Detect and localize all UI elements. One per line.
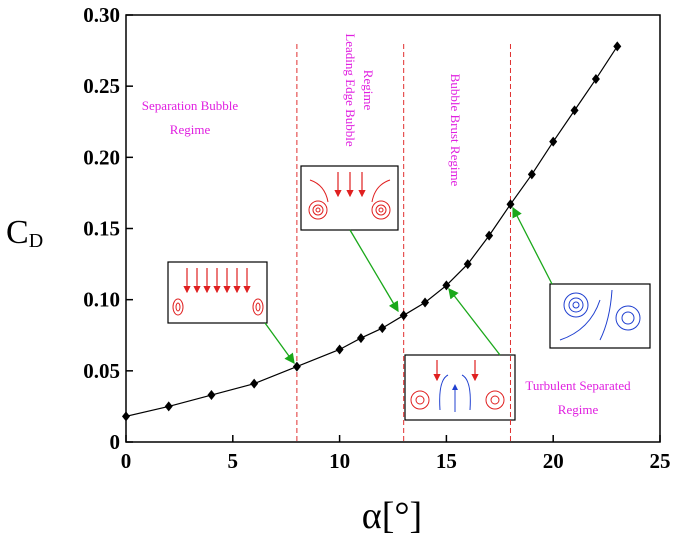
- x-tick-label: 10: [329, 449, 350, 473]
- data-point: [527, 169, 536, 180]
- inset-bubble-burst: [404, 354, 516, 421]
- data-point: [549, 136, 558, 147]
- y-tick-label: 0.15: [83, 217, 120, 241]
- inset-separation: [167, 261, 268, 324]
- x-tick-label: 15: [436, 449, 457, 473]
- annotation-line: Regime: [170, 122, 211, 137]
- data-point: [613, 41, 622, 52]
- annotation-line: Turbulent Separated: [525, 378, 631, 393]
- data-point: [399, 310, 408, 321]
- data-point: [292, 361, 301, 372]
- y-tick-label: 0.10: [83, 288, 120, 312]
- x-tick-label: 25: [650, 449, 671, 473]
- annotation-line: Regime: [558, 402, 599, 417]
- data-point: [463, 259, 472, 270]
- x-tick-label: 20: [543, 449, 564, 473]
- data-point: [164, 401, 173, 412]
- inset-turbulent: [549, 283, 651, 349]
- inset-leading-edge: [300, 165, 399, 231]
- y-tick-label: 0.05: [83, 359, 120, 383]
- annotation-line: Bubble Brust Regime: [448, 74, 463, 187]
- data-point: [570, 105, 579, 116]
- y-axis-label: CD: [6, 214, 43, 252]
- annotation: Separation Bubble Regime: [142, 98, 239, 137]
- data-point: [207, 390, 216, 401]
- annotation: Turbulent Separated Regime: [525, 378, 631, 417]
- x-axis-label: α[°]: [362, 495, 422, 533]
- data-point: [485, 230, 494, 241]
- annotation-line: Separation Bubble: [142, 98, 239, 113]
- x-tick-label: 5: [228, 449, 239, 473]
- data-point: [442, 280, 451, 291]
- y-tick-label: 0.30: [83, 3, 120, 27]
- y-tick-label: 0.20: [83, 145, 120, 169]
- y-tick-label: 0: [110, 430, 121, 454]
- annotation: Bubble Brust Regime: [448, 74, 463, 187]
- inset-arrows: [264, 206, 553, 365]
- data-point: [506, 199, 515, 210]
- data-point: [591, 74, 600, 85]
- y-tick-label: 0.25: [83, 74, 120, 98]
- x-tick-label: 0: [121, 449, 132, 473]
- y-label-sub: D: [29, 230, 43, 252]
- annotation-line: Leading Edge Bubble: [343, 33, 358, 147]
- data-point: [122, 411, 130, 422]
- y-label-main: C: [6, 214, 29, 251]
- data-point: [335, 344, 344, 355]
- data-point: [421, 297, 430, 308]
- annotation-line: Regime: [361, 70, 376, 111]
- data-point: [356, 333, 365, 344]
- data-point: [378, 323, 387, 334]
- annotation: Leading Edge Bubble Regime: [343, 33, 376, 147]
- data-point: [250, 378, 259, 389]
